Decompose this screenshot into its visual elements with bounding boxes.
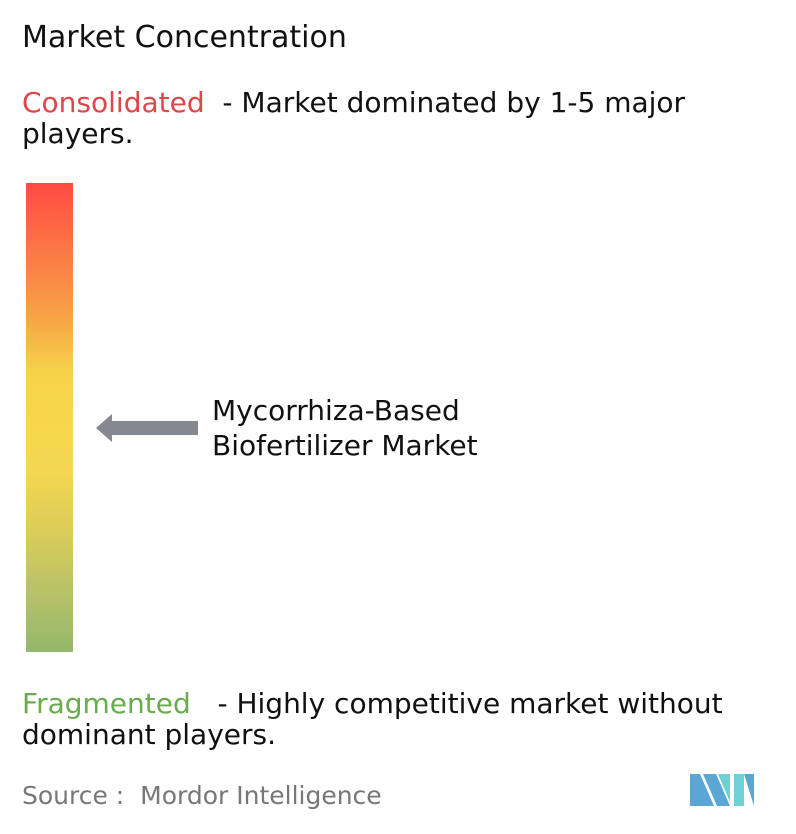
fragmented-label: Fragmented [22, 687, 191, 720]
source-text: Source : Mordor Intelligence [22, 781, 382, 810]
arrow-left-icon [96, 414, 198, 442]
concentration-gradient-bar [26, 183, 73, 652]
page-title: Market Concentration [22, 20, 347, 55]
consolidated-description: Consolidated - Market dominated by 1-5 m… [22, 87, 792, 149]
market-label-line1: Mycorrhiza-Based [212, 394, 460, 427]
market-label: Mycorrhiza-Based Biofertilizer Market [212, 393, 478, 463]
market-label-line2: Biofertilizer Market [212, 429, 478, 462]
consolidated-text: - Market dominated by 1-5 major players. [22, 86, 694, 150]
consolidated-label: Consolidated [22, 86, 205, 119]
fragmented-description: Fragmented - Highly competitive market w… [22, 688, 792, 750]
fragmented-text: - Highly competitive market without domi… [22, 687, 732, 751]
mordor-intelligence-logo [690, 774, 754, 806]
